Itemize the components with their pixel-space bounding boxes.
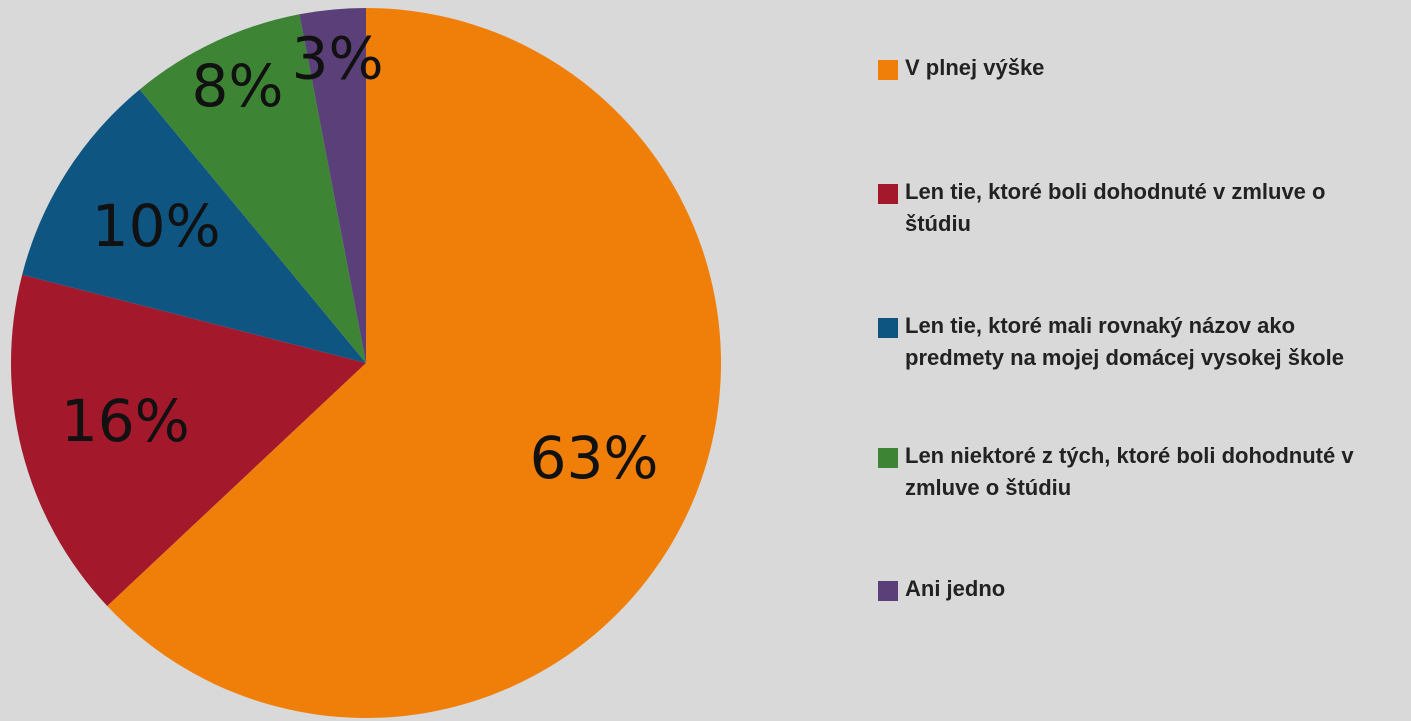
pie-slice	[107, 8, 722, 718]
pie-slice	[299, 8, 366, 363]
pie-slice	[11, 274, 367, 607]
legend-item: Len tie, ktoré mali rovnaký názov ako pr…	[878, 310, 1398, 374]
legend-label: Ani jedno	[905, 576, 1006, 601]
legend-item: Ani jedno	[878, 573, 1398, 605]
data-label: 63%	[530, 424, 659, 492]
legend-swatch	[878, 60, 898, 80]
pie-slice	[139, 14, 366, 364]
legend-swatch	[878, 318, 898, 338]
legend: V plnej výške Len tie, ktoré boli dohodnu…	[878, 0, 1398, 721]
legend-swatch	[878, 448, 898, 468]
legend-item: V plnej výške	[878, 52, 1398, 84]
data-label: 10%	[92, 192, 221, 260]
legend-label: Len tie, ktoré mali rovnaký názov ako pr…	[905, 313, 1344, 370]
pie-slice	[22, 89, 366, 363]
legend-label: V plnej výške	[905, 55, 1045, 80]
legend-label: Len niektoré z tých, ktoré boli dohodnut…	[905, 443, 1354, 500]
data-label: 3%	[292, 25, 384, 93]
legend-swatch	[878, 581, 898, 601]
legend-item: Len tie, ktoré boli dohodnuté v zmluve o…	[878, 176, 1398, 240]
legend-label: Len tie, ktoré boli dohodnuté v zmluve o…	[905, 179, 1326, 236]
data-label: 8%	[192, 52, 284, 120]
pie-chart: 63% 16% 10% 8% 3%	[11, 8, 722, 718]
legend-item: Len niektoré z tých, ktoré boli dohodnut…	[878, 440, 1398, 504]
data-label: 16%	[61, 387, 190, 455]
legend-swatch	[878, 184, 898, 204]
